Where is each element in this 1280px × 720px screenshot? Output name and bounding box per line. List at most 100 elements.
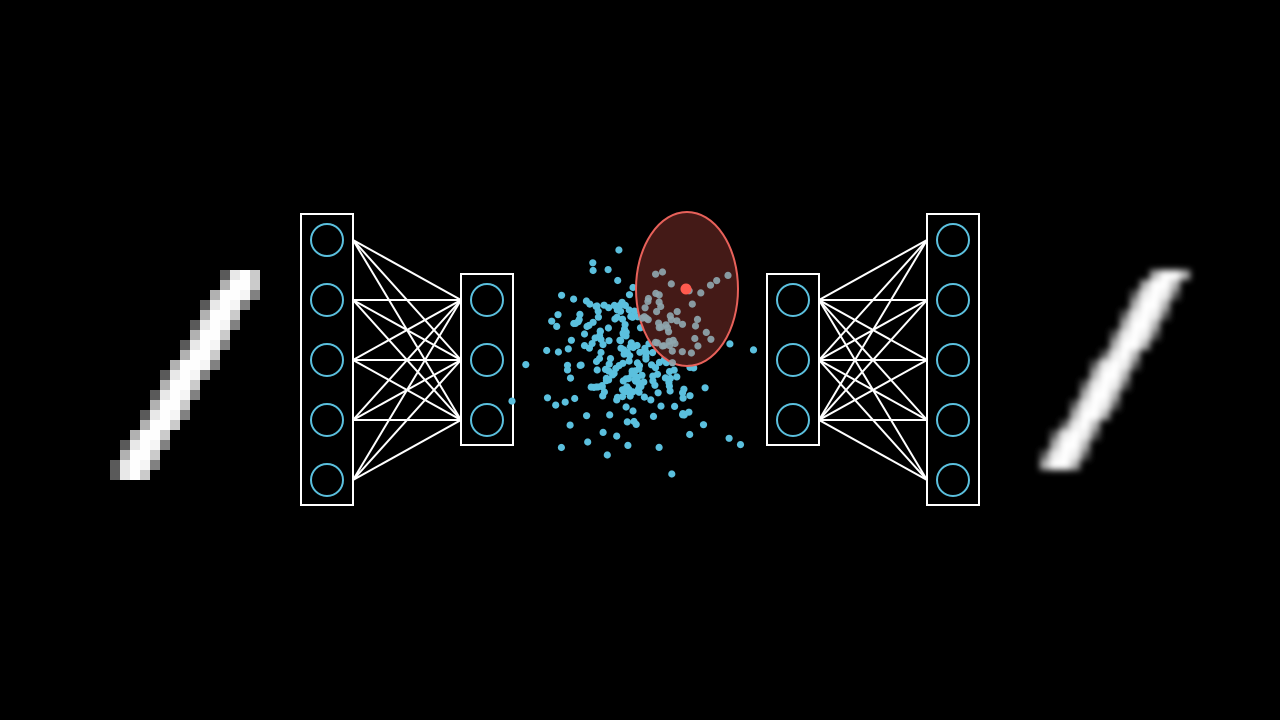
digit-pixel [200,300,210,310]
neuron [310,403,344,437]
digit-pixel [130,450,140,460]
digit-pixel [170,390,180,400]
digit-pixel [230,310,240,320]
latent-point [589,266,597,275]
digit-pixel [140,460,150,470]
reconstructed-pixel [1120,380,1130,390]
reconstructed-pixel [1180,270,1190,280]
reconstructed-pixel [1170,280,1180,290]
reconstructed-pixel [1110,330,1120,340]
latent-point [649,412,658,420]
latent-point [566,421,574,429]
latent-point-in-distribution [652,289,660,297]
reconstructed-pixel [1130,320,1140,330]
digit-pixel [150,450,160,460]
reconstructed-pixel [1160,300,1170,310]
reconstructed-pixel [1050,430,1060,440]
latent-point [577,361,585,369]
digit-pixel [230,300,240,310]
digit-pixel [140,440,150,450]
digit-pixel [180,380,190,390]
latent-point [679,394,687,402]
decoder-connections [818,239,928,481]
digit-pixel [150,410,160,420]
reconstructed-pixel [1120,320,1130,330]
latent-point [586,300,594,308]
neuron [776,403,810,437]
latent-point [580,330,589,338]
latent-point [636,348,644,356]
reconstructed-pixel [1060,420,1070,430]
latent-point-in-distribution [655,319,663,327]
digit-pixel [130,460,140,470]
digit-pixel [210,300,220,310]
latent-point [585,321,593,330]
latent-point [552,401,560,409]
reconstructed-pixel [1080,390,1090,400]
reconstructed-pixel [1110,370,1120,380]
reconstructed-pixel [1140,290,1150,300]
digit-pixel [110,460,120,470]
latent-point [668,470,676,478]
reconstructed-pixel [1100,380,1110,390]
reconstructed-pixel [1040,450,1050,460]
latent-point [563,366,572,374]
reconstructed-pixel [1150,330,1160,340]
digit-pixel [210,350,220,360]
latent-point [629,407,637,415]
latent-point [605,337,613,345]
digit-pixel [170,410,180,420]
latent-point [606,355,615,363]
latent-point [595,354,604,363]
digit-pixel [240,270,250,280]
decoder-connection [818,239,928,301]
latent-point [622,328,630,336]
digit-pixel [150,420,160,430]
digit-pixel [220,300,230,310]
digit-pixel [210,320,220,330]
reconstructed-pixel [1140,310,1150,320]
digit-pixel [170,420,180,430]
latent-point [597,348,605,357]
latent-point [621,321,629,329]
digit-pixel [200,370,210,380]
latent-point [599,392,607,400]
latent-point [701,384,709,392]
latent-point [630,307,639,315]
latent-point [567,336,576,344]
latent-point-in-distribution [657,302,665,311]
encoder-connection [352,299,462,481]
reconstructed-pixel [1070,460,1080,470]
latent-point [598,382,606,390]
latent-point [605,376,613,384]
reconstructed-pixel [1060,440,1070,450]
reconstructed-pixel [1150,270,1160,280]
latent-point-in-distribution [665,342,674,350]
encoder-connection [352,419,462,481]
latent-space [508,211,758,478]
latent-point [600,301,608,309]
latent-point [584,438,592,446]
digit-pixel [200,350,210,360]
reconstructed-pixel [1070,410,1080,420]
digit-pixel [220,310,230,320]
reconstructed-pixel [1100,350,1110,360]
reconstructed-pixel [1110,400,1120,410]
latent-point [604,324,613,332]
digit-pixel [120,440,130,450]
latent-point [606,411,614,419]
latent-point-in-distribution [713,277,721,285]
latent-point-in-distribution [697,289,705,297]
reconstructed-pixel [1100,410,1110,420]
latent-point [679,411,687,419]
latent-point [629,388,637,396]
reconstructed-pixel [1120,340,1130,350]
reconstructed-pixel [1080,380,1090,390]
reconstructed-pixel [1170,290,1180,300]
latent-point [618,298,626,306]
digit-pixel [160,440,170,450]
latent-point [590,383,598,391]
reconstructed-pixel [1160,280,1170,290]
latent-point [651,364,660,372]
latent-point [576,310,584,318]
